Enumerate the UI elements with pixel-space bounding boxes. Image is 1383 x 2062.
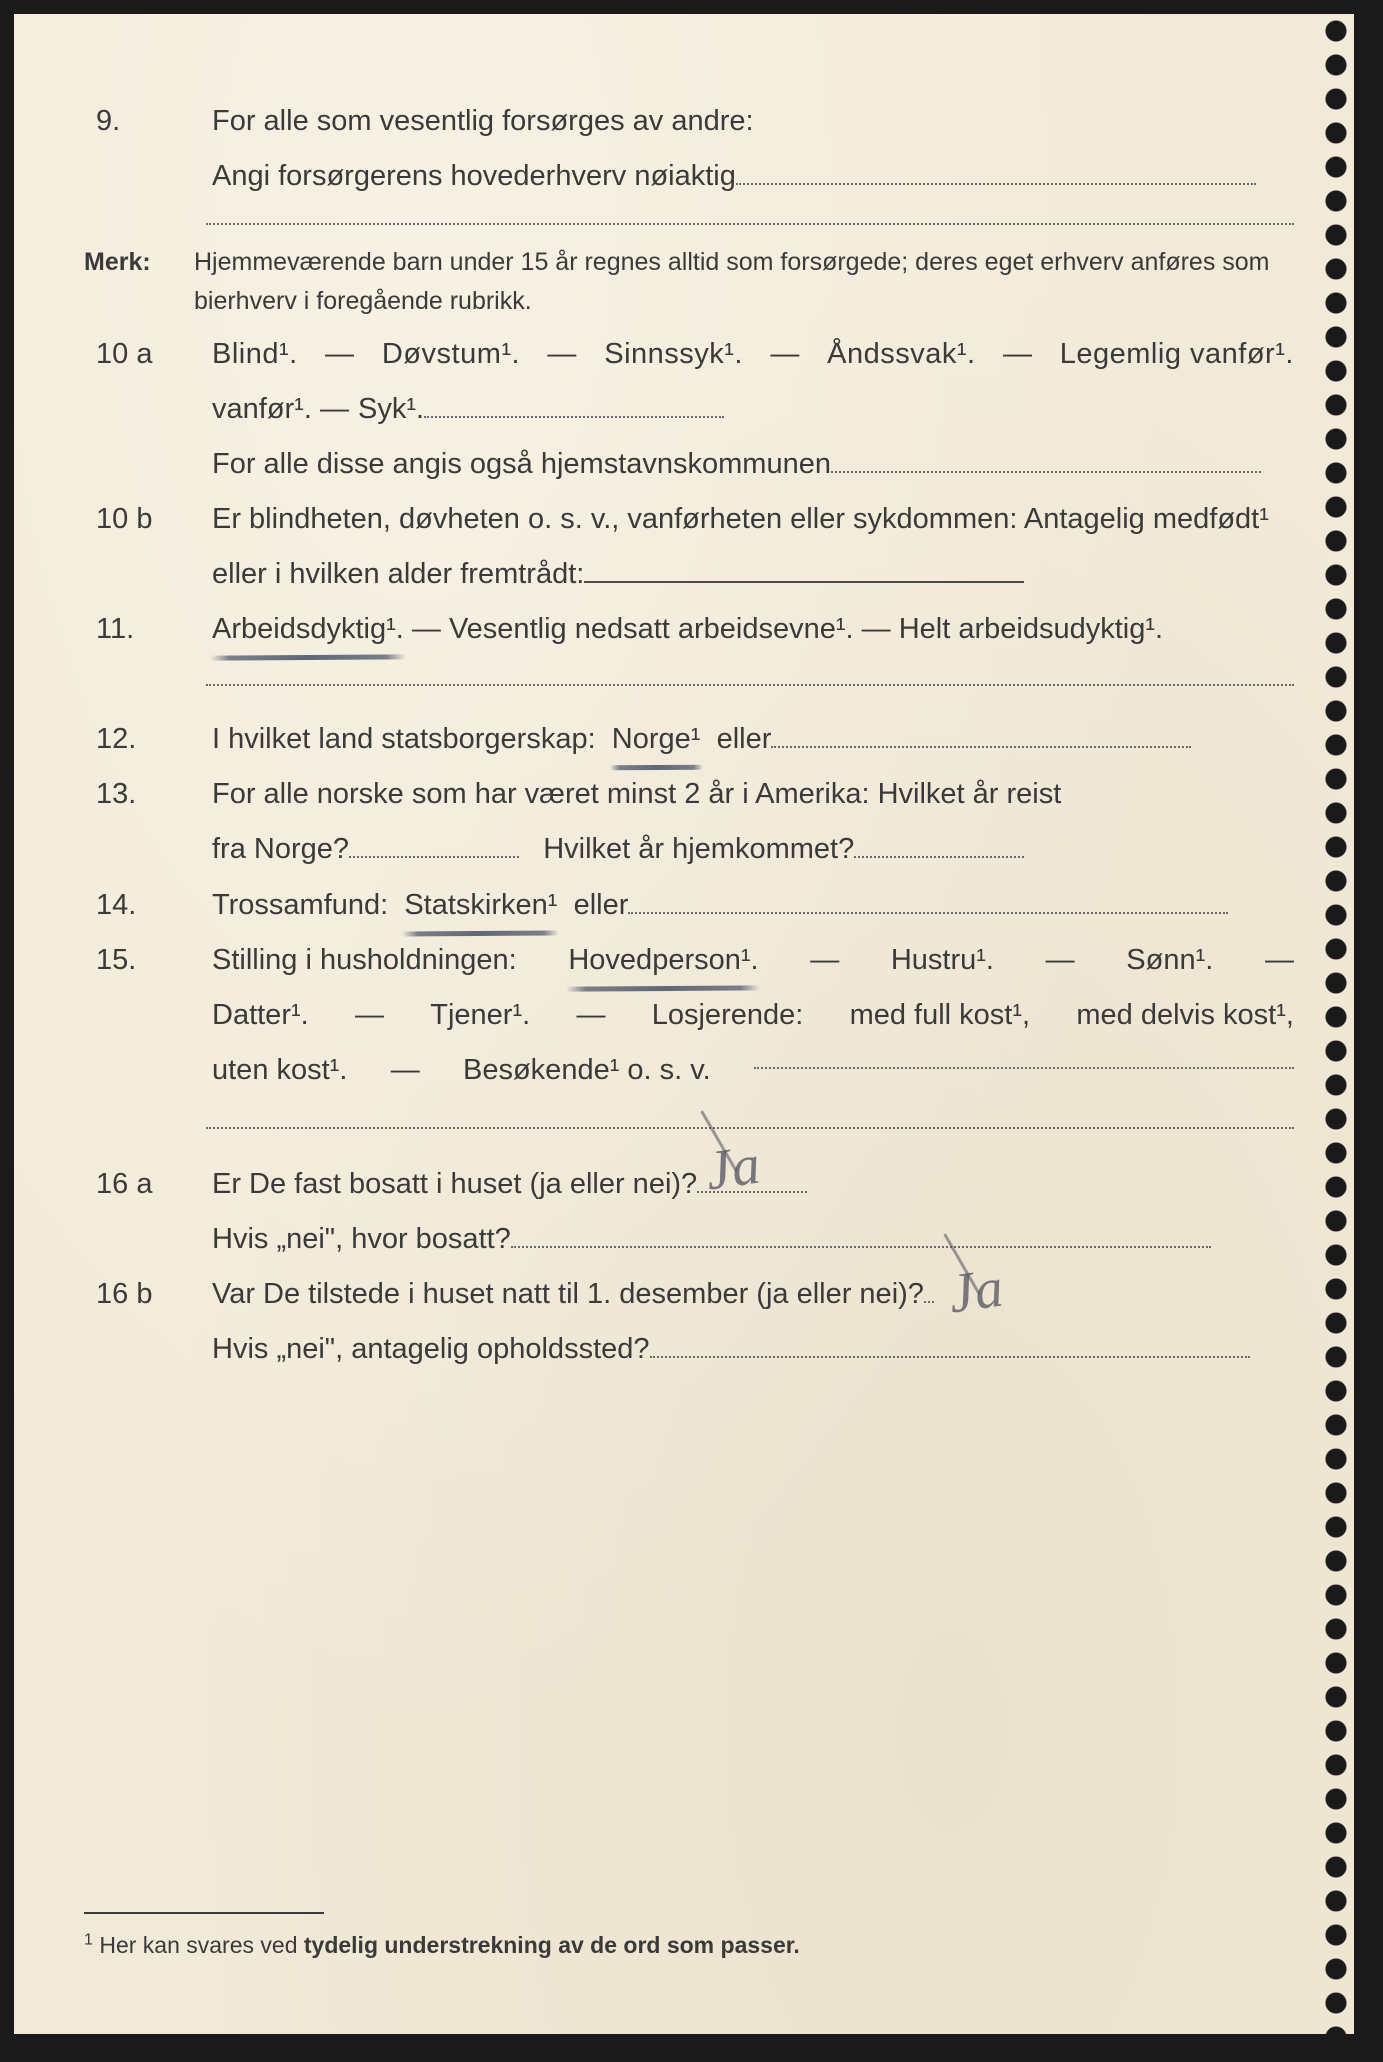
- q10b-number: 10 b: [84, 492, 212, 547]
- q11-selected: Arbeidsdyktig¹.: [212, 602, 404, 657]
- q14-choice: Statskirken¹: [404, 878, 557, 933]
- q13-blank2[interactable]: [854, 832, 1024, 859]
- q12-number: 12.: [84, 712, 212, 767]
- footnote-text: Her kan svares ved: [99, 1932, 304, 1958]
- q10a-line2: For alle disse angis også hjemstavnskomm…: [212, 437, 1294, 492]
- q9-blank-line2[interactable]: [206, 222, 1294, 225]
- q14-blank[interactable]: [628, 887, 1228, 914]
- footnote-rule: [84, 1912, 324, 1914]
- q16a-number: 16 a: [84, 1157, 212, 1212]
- q15-blank[interactable]: [754, 1043, 1294, 1070]
- q16a-blank[interactable]: Ja: [697, 1166, 807, 1193]
- q15-number: 15.: [84, 933, 212, 988]
- question-16a: 16 a Er De fast bosatt i huset (ja eller…: [84, 1157, 1294, 1267]
- q12-blank[interactable]: [771, 722, 1191, 749]
- footnote-marker: 1: [84, 1931, 93, 1949]
- q14-number: 14.: [84, 878, 212, 933]
- q9-line2: Angi forsørgerens hovederhverv nøiaktig: [212, 149, 1294, 204]
- merk-text: Hjemmeværende barn under 15 år regnes al…: [194, 243, 1294, 321]
- footnote: 1 Her kan svares ved tydelig understrekn…: [84, 1912, 1284, 1968]
- q16b-answer: Ja: [949, 1287, 1003, 1295]
- perforated-edge: [1324, 14, 1354, 2034]
- q9-number: 9.: [84, 94, 212, 149]
- note-merk: Merk: Hjemmeværende barn under 15 år reg…: [84, 243, 1294, 321]
- q11-options: Arbeidsdyktig¹. — Vesentlig nedsatt arbe…: [212, 602, 1294, 657]
- q9-line1: For alle som vesentlig forsørges av andr…: [212, 94, 1294, 149]
- q10b-text: Er blindheten, døvheten o. s. v., vanfør…: [212, 492, 1294, 602]
- q16a-blank2[interactable]: [511, 1221, 1211, 1248]
- q13-number: 13.: [84, 767, 212, 822]
- question-11: 11. Arbeidsdyktig¹. — Vesentlig nedsatt …: [84, 602, 1294, 657]
- q15-lead: Hovedperson¹.: [568, 933, 758, 988]
- question-10a: 10 a Blind¹. — Døvstum¹. — Sinnssyk¹. — …: [84, 327, 1294, 492]
- q10a-blank[interactable]: [424, 391, 724, 418]
- question-16b: 16 b Var De tilstede i huset natt til 1.…: [84, 1267, 1294, 1377]
- q15-sep: [206, 1126, 1294, 1129]
- q16b-blank[interactable]: [650, 1332, 1250, 1359]
- q11-number: 11.: [84, 602, 212, 657]
- q10a-options: Blind¹. — Døvstum¹. — Sinnssyk¹. — Åndss…: [212, 327, 1294, 382]
- q12-choice: Norge¹: [612, 712, 701, 767]
- question-13: 13. For alle norske som har været minst …: [84, 767, 1294, 877]
- question-14: 14. Trossamfund: Statskirken¹ eller: [84, 878, 1294, 933]
- q10a-blank2[interactable]: [831, 446, 1261, 473]
- q10b-blank[interactable]: [584, 556, 1024, 583]
- q16b-number: 16 b: [84, 1267, 212, 1322]
- question-10b: 10 b Er blindheten, døvheten o. s. v., v…: [84, 492, 1294, 602]
- merk-label: Merk:: [84, 243, 194, 321]
- q11-sep: [206, 683, 1294, 686]
- q13-blank1[interactable]: [349, 832, 519, 859]
- census-form-page: 9. For alle som vesentlig forsørges av a…: [14, 14, 1354, 2034]
- footnote-bold: tydelig understrekning av de ord som pas…: [304, 1932, 800, 1958]
- q10a-number: 10 a: [84, 327, 212, 382]
- question-15: 15. Stilling i husholdningen: Hovedperso…: [84, 933, 1294, 1098]
- question-12: 12. I hvilket land statsborgerskap: Norg…: [84, 712, 1294, 767]
- q9-blank[interactable]: [736, 158, 1256, 185]
- question-9: 9. For alle som vesentlig forsørges av a…: [84, 94, 1294, 204]
- q16a-answer: Ja: [706, 1164, 760, 1172]
